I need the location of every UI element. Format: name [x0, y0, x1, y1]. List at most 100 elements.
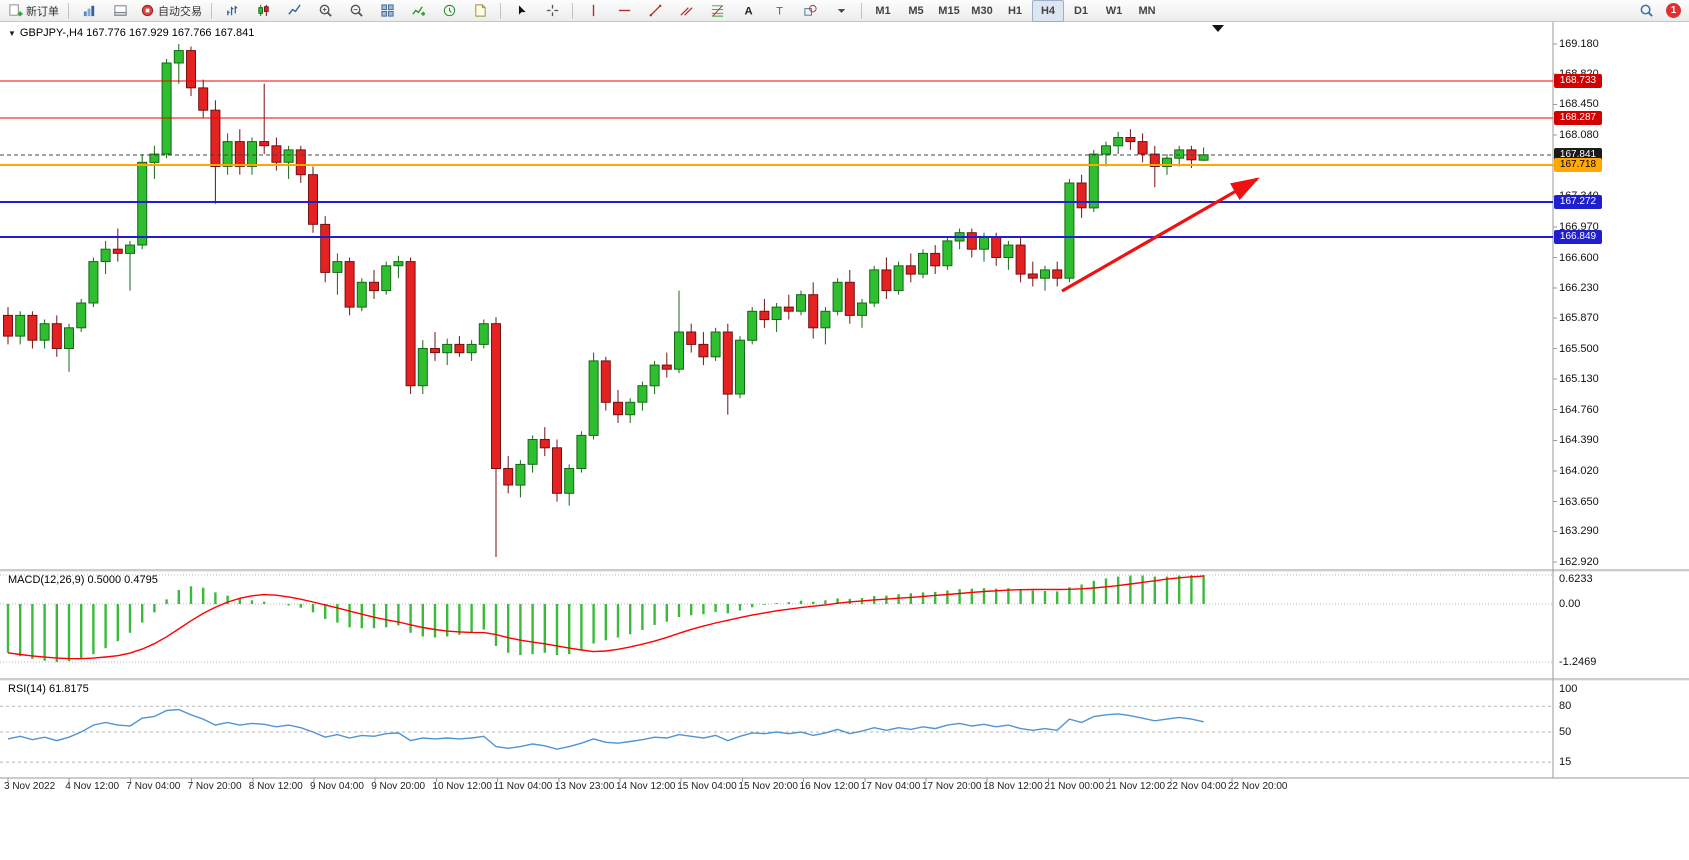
- tile-windows-button[interactable]: [372, 0, 402, 22]
- new-order-button-label: 新订单: [26, 5, 59, 18]
- time-axis-label: 22 Nov 20:00: [1228, 781, 1288, 792]
- arrow-dd-icon: [837, 9, 845, 13]
- price-level-badge: 167.718: [1554, 158, 1602, 172]
- toolbar-separator: [500, 2, 501, 19]
- time-axis-ticks: [7, 778, 1233, 782]
- tf-w1-button[interactable]: W1: [1098, 0, 1130, 22]
- time-axis-label: 17 Nov 20:00: [922, 781, 982, 792]
- price-tick-label: 168.080: [1559, 129, 1599, 141]
- macd-axis-label: 0.00: [1559, 598, 1581, 610]
- tf-h4-button-label: H4: [1040, 4, 1056, 17]
- zoom-out-icon: [350, 4, 363, 17]
- fibonacci-button[interactable]: [702, 0, 732, 22]
- tf-h1-button[interactable]: H1: [999, 0, 1031, 22]
- tf-w1-button-label: W1: [1105, 4, 1123, 17]
- collapse-icon[interactable]: ▼: [8, 28, 16, 38]
- shapes-button[interactable]: [795, 0, 825, 22]
- tf-m1-button-label: M1: [875, 4, 891, 17]
- time-axis-label: 9 Nov 20:00: [371, 781, 426, 792]
- shapes-icon: [803, 4, 817, 16]
- tf-h1-button-label: H1: [1007, 4, 1023, 17]
- rsi-axis-label: 80: [1559, 700, 1572, 713]
- price-level-badge: 168.287: [1554, 110, 1602, 125]
- price-level-badge: 166.849: [1554, 229, 1602, 244]
- time-axis-label: 14 Nov 12:00: [616, 781, 676, 792]
- crosshair-button[interactable]: [537, 0, 567, 22]
- price-tick-label: 166.230: [1559, 282, 1599, 295]
- arrows-dropdown-button[interactable]: [826, 0, 856, 22]
- level-lines[interactable]: [0, 80, 1553, 238]
- terminal-button[interactable]: [105, 0, 135, 22]
- tf-d1-button[interactable]: D1: [1065, 0, 1097, 22]
- time-axis-label: 16 Nov 12:00: [799, 781, 860, 792]
- chart-candles-button[interactable]: [248, 0, 278, 22]
- templates-button[interactable]: [465, 0, 495, 22]
- tf-h4-button[interactable]: H4: [1032, 0, 1064, 22]
- chart-title-text: GBPJPY-,H4 167.776 167.929 167.766 167.8…: [19, 27, 255, 39]
- add-indicator-button[interactable]: [403, 0, 433, 22]
- macd-pane: [0, 574, 1553, 663]
- notification-badge[interactable]: 1: [1666, 3, 1681, 18]
- toolbar: 新订单 自动交易 A T M1 M5 M15 M30 H1 H4 D1 W1 MN 1: [0, 0, 1689, 22]
- tf-mn-button[interactable]: MN: [1131, 0, 1163, 22]
- macd-axis-label: 0.6233: [1559, 573, 1593, 585]
- zoom-in-button[interactable]: [310, 0, 340, 22]
- chart-line-button[interactable]: [279, 0, 309, 22]
- pane-borders[interactable]: [0, 22, 1689, 779]
- price-tick-label: 163.290: [1559, 525, 1599, 538]
- price-tick-label: 169.180: [1559, 38, 1599, 50]
- time-axis-label: 17 Nov 04:00: [860, 781, 921, 792]
- search-button[interactable]: [1631, 0, 1661, 22]
- trendline-button[interactable]: [640, 0, 670, 22]
- chart-shift-marker[interactable]: [1212, 25, 1224, 32]
- price-tick-label: 165.870: [1559, 311, 1599, 324]
- channel-button[interactable]: [671, 0, 701, 22]
- periods-button[interactable]: [434, 0, 464, 22]
- time-axis-label: 11 Nov 04:00: [493, 781, 553, 792]
- tf-m5-button-label: M5: [908, 4, 924, 17]
- svg-text:T: T: [776, 6, 783, 18]
- time-axis-label: 15 Nov 04:00: [677, 781, 737, 792]
- tf-m15-button[interactable]: M15: [933, 0, 965, 22]
- time-axis-label: 22 Nov 04:00: [1166, 781, 1227, 792]
- tf-m1-button[interactable]: M1: [867, 0, 899, 22]
- horizontal-line-button[interactable]: [609, 0, 639, 22]
- price-axis-ticks: [1553, 43, 1557, 563]
- price-tick-label: 168.450: [1559, 98, 1599, 111]
- chart-bars-button[interactable]: [217, 0, 247, 22]
- svg-text:A: A: [744, 6, 752, 18]
- line-chart-icon: [287, 4, 301, 15]
- profiles-button[interactable]: [74, 0, 104, 22]
- trend-arrow[interactable]: [1061, 177, 1260, 293]
- price-level-badge: 168.733: [1554, 74, 1602, 88]
- text-button[interactable]: A: [733, 0, 763, 22]
- chart-bars-icon: [226, 5, 237, 16]
- time-axis-label: 7 Nov 20:00: [187, 781, 242, 792]
- vertical-line-button[interactable]: [578, 0, 608, 22]
- price-tick-label: 164.390: [1559, 434, 1599, 447]
- search-icon: [1640, 4, 1653, 17]
- macd-axis-label: -1.2469: [1559, 656, 1597, 668]
- template-icon: [474, 4, 486, 17]
- tf-mn-button-label: MN: [1138, 4, 1156, 17]
- text-a-icon: A: [744, 6, 752, 18]
- new-order-button[interactable]: 新订单: [4, 0, 63, 22]
- tf-m30-button[interactable]: M30: [966, 0, 998, 22]
- vline-icon: [592, 4, 594, 17]
- time-axis-label: 13 Nov 23:00: [554, 781, 615, 792]
- text-label-button[interactable]: T: [764, 0, 794, 22]
- price-tick-label: 164.760: [1559, 403, 1599, 416]
- toolbar-separator: [861, 2, 862, 19]
- rsi-axis-label: 50: [1559, 726, 1572, 738]
- zoom-out-button[interactable]: [341, 0, 371, 22]
- price-tick-label: 163.650: [1559, 495, 1599, 508]
- autotrading-button[interactable]: 自动交易: [136, 0, 206, 22]
- terminal-icon: [113, 5, 127, 16]
- trendline-icon: [649, 4, 661, 17]
- tf-m30-button-label: M30: [971, 4, 993, 17]
- tf-m5-button[interactable]: M5: [900, 0, 932, 22]
- cursor-button[interactable]: [506, 0, 536, 22]
- time-axis-label: 21 Nov 12:00: [1105, 781, 1166, 792]
